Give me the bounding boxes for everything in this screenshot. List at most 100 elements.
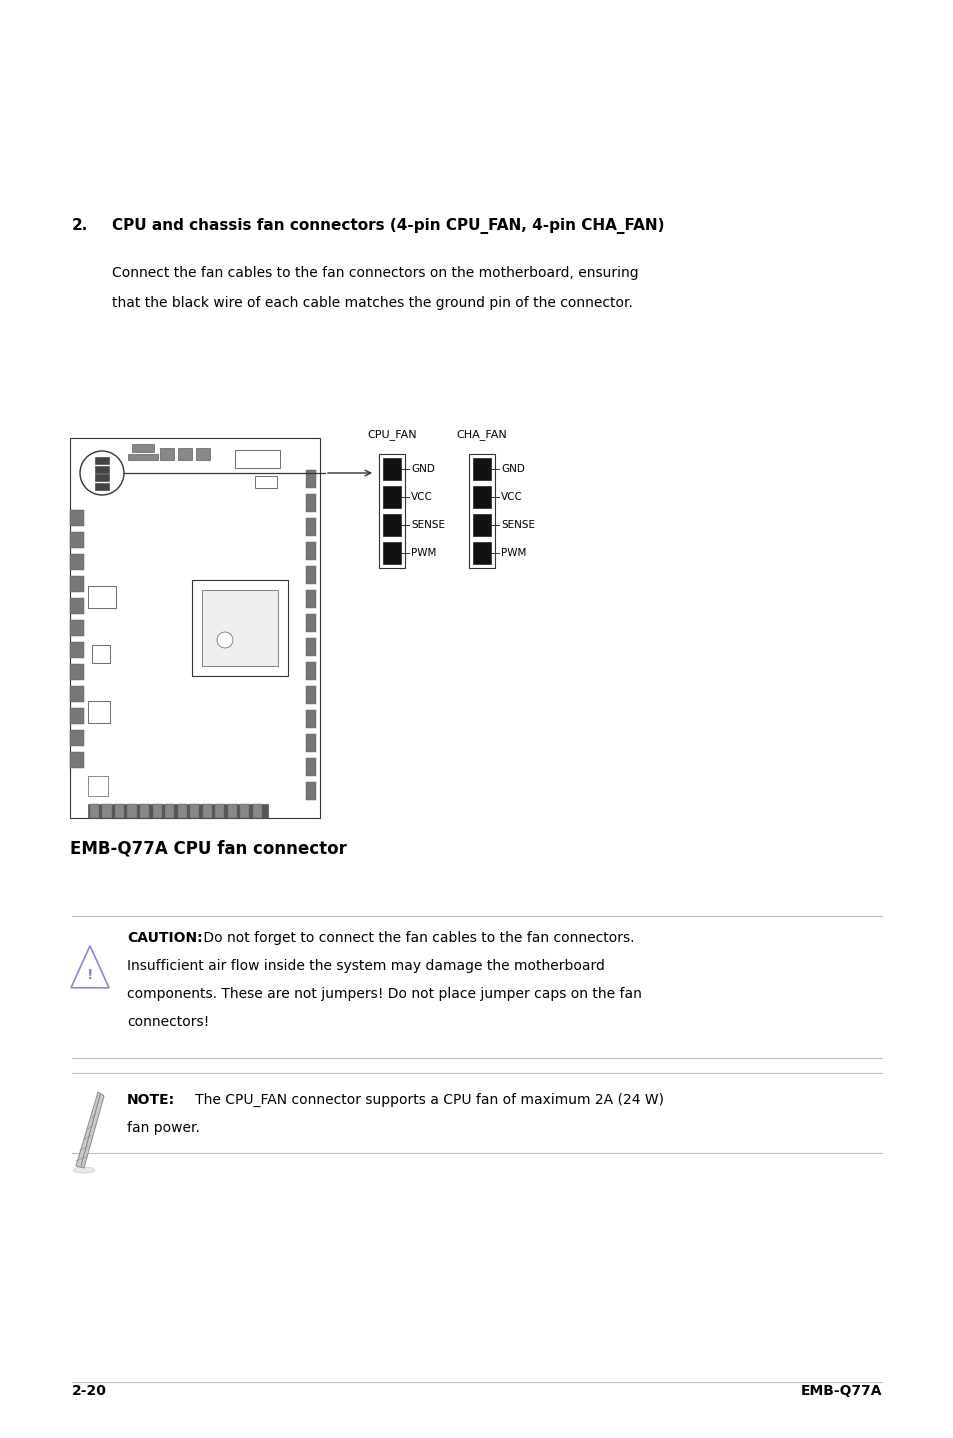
Text: NOTE:: NOTE: xyxy=(127,1093,175,1107)
Bar xyxy=(95,475,109,482)
Bar xyxy=(178,449,192,460)
Text: 2-20: 2-20 xyxy=(71,1383,107,1398)
Bar xyxy=(382,542,400,564)
Text: EMB-Q77A CPU fan connector: EMB-Q77A CPU fan connector xyxy=(70,840,347,858)
Bar xyxy=(95,466,109,473)
Bar xyxy=(91,646,110,663)
Bar xyxy=(306,661,315,680)
Bar xyxy=(473,486,491,508)
Bar xyxy=(128,804,136,818)
Circle shape xyxy=(80,452,124,495)
Text: SENSE: SENSE xyxy=(411,521,444,531)
Bar xyxy=(382,457,400,480)
Bar xyxy=(254,476,276,487)
Bar xyxy=(132,444,153,452)
Bar xyxy=(382,513,400,536)
Bar xyxy=(70,731,84,746)
Bar xyxy=(70,554,84,569)
Bar xyxy=(202,804,212,818)
Text: EMB-Q77A: EMB-Q77A xyxy=(800,1383,882,1398)
Bar xyxy=(469,454,495,568)
Text: 2.: 2. xyxy=(71,219,89,233)
Text: CHA_FAN: CHA_FAN xyxy=(456,429,507,440)
Bar xyxy=(88,700,110,723)
Bar xyxy=(306,782,315,800)
Bar xyxy=(70,641,84,659)
Bar xyxy=(192,580,288,676)
Bar xyxy=(190,804,199,818)
Bar xyxy=(95,457,109,464)
Bar xyxy=(378,454,405,568)
Bar xyxy=(177,804,186,818)
Bar xyxy=(306,638,315,656)
Bar xyxy=(473,542,491,564)
Bar xyxy=(140,804,149,818)
Bar xyxy=(306,733,315,752)
Bar xyxy=(214,804,224,818)
Text: The CPU_FAN connector supports a CPU fan of maximum 2A (24 W): The CPU_FAN connector supports a CPU fan… xyxy=(182,1093,663,1107)
Text: Do not forget to connect the fan cables to the fan connectors.: Do not forget to connect the fan cables … xyxy=(199,930,634,945)
Ellipse shape xyxy=(73,1168,95,1173)
Text: PWM: PWM xyxy=(500,548,526,558)
Bar xyxy=(70,510,84,526)
Text: connectors!: connectors! xyxy=(127,1015,209,1030)
Bar xyxy=(70,620,84,636)
Bar xyxy=(306,542,315,559)
Text: !: ! xyxy=(87,968,93,982)
Bar xyxy=(306,567,315,584)
Bar xyxy=(115,804,124,818)
Bar xyxy=(70,686,84,702)
Circle shape xyxy=(216,631,233,649)
Bar xyxy=(306,614,315,631)
Text: SENSE: SENSE xyxy=(500,521,535,531)
Bar xyxy=(382,486,400,508)
Bar xyxy=(306,758,315,777)
Text: fan power.: fan power. xyxy=(127,1122,200,1135)
Bar xyxy=(88,804,268,818)
Bar xyxy=(306,518,315,536)
Bar xyxy=(70,752,84,768)
Bar xyxy=(306,495,315,512)
Bar xyxy=(306,710,315,728)
Text: VCC: VCC xyxy=(500,492,522,502)
Bar xyxy=(234,450,280,467)
Bar xyxy=(70,598,84,614)
Text: VCC: VCC xyxy=(411,492,433,502)
Bar xyxy=(102,804,112,818)
Text: Connect the fan cables to the fan connectors on the motherboard, ensuring: Connect the fan cables to the fan connec… xyxy=(112,266,638,280)
Text: GND: GND xyxy=(500,464,524,475)
Bar xyxy=(306,470,315,487)
Text: Insufficient air flow inside the system may damage the motherboard: Insufficient air flow inside the system … xyxy=(127,959,604,974)
Bar xyxy=(473,457,491,480)
Bar xyxy=(240,804,249,818)
Bar xyxy=(88,587,116,608)
Polygon shape xyxy=(71,946,109,988)
Bar xyxy=(195,449,210,460)
Bar xyxy=(253,804,261,818)
Bar xyxy=(306,686,315,705)
Text: components. These are not jumpers! Do not place jumper caps on the fan: components. These are not jumpers! Do no… xyxy=(127,986,641,1001)
Bar xyxy=(88,777,108,797)
Text: CAUTION:: CAUTION: xyxy=(127,930,202,945)
Bar xyxy=(165,804,173,818)
Bar xyxy=(70,532,84,548)
Bar xyxy=(160,449,173,460)
Bar xyxy=(70,439,319,818)
Bar xyxy=(202,590,277,666)
Text: PWM: PWM xyxy=(411,548,436,558)
Bar xyxy=(473,513,491,536)
Text: CPU_FAN: CPU_FAN xyxy=(367,429,416,440)
Bar xyxy=(306,590,315,608)
Bar xyxy=(227,804,236,818)
Bar xyxy=(152,804,161,818)
Bar xyxy=(70,707,84,723)
Bar xyxy=(95,483,109,490)
Bar xyxy=(70,577,84,592)
Text: that the black wire of each cable matches the ground pin of the connector.: that the black wire of each cable matche… xyxy=(112,296,632,311)
Bar xyxy=(70,664,84,680)
Bar xyxy=(90,804,99,818)
Polygon shape xyxy=(76,1091,104,1168)
Text: CPU and chassis fan connectors (4-pin CPU_FAN, 4-pin CHA_FAN): CPU and chassis fan connectors (4-pin CP… xyxy=(112,219,664,234)
Bar xyxy=(128,454,158,460)
Text: GND: GND xyxy=(411,464,435,475)
